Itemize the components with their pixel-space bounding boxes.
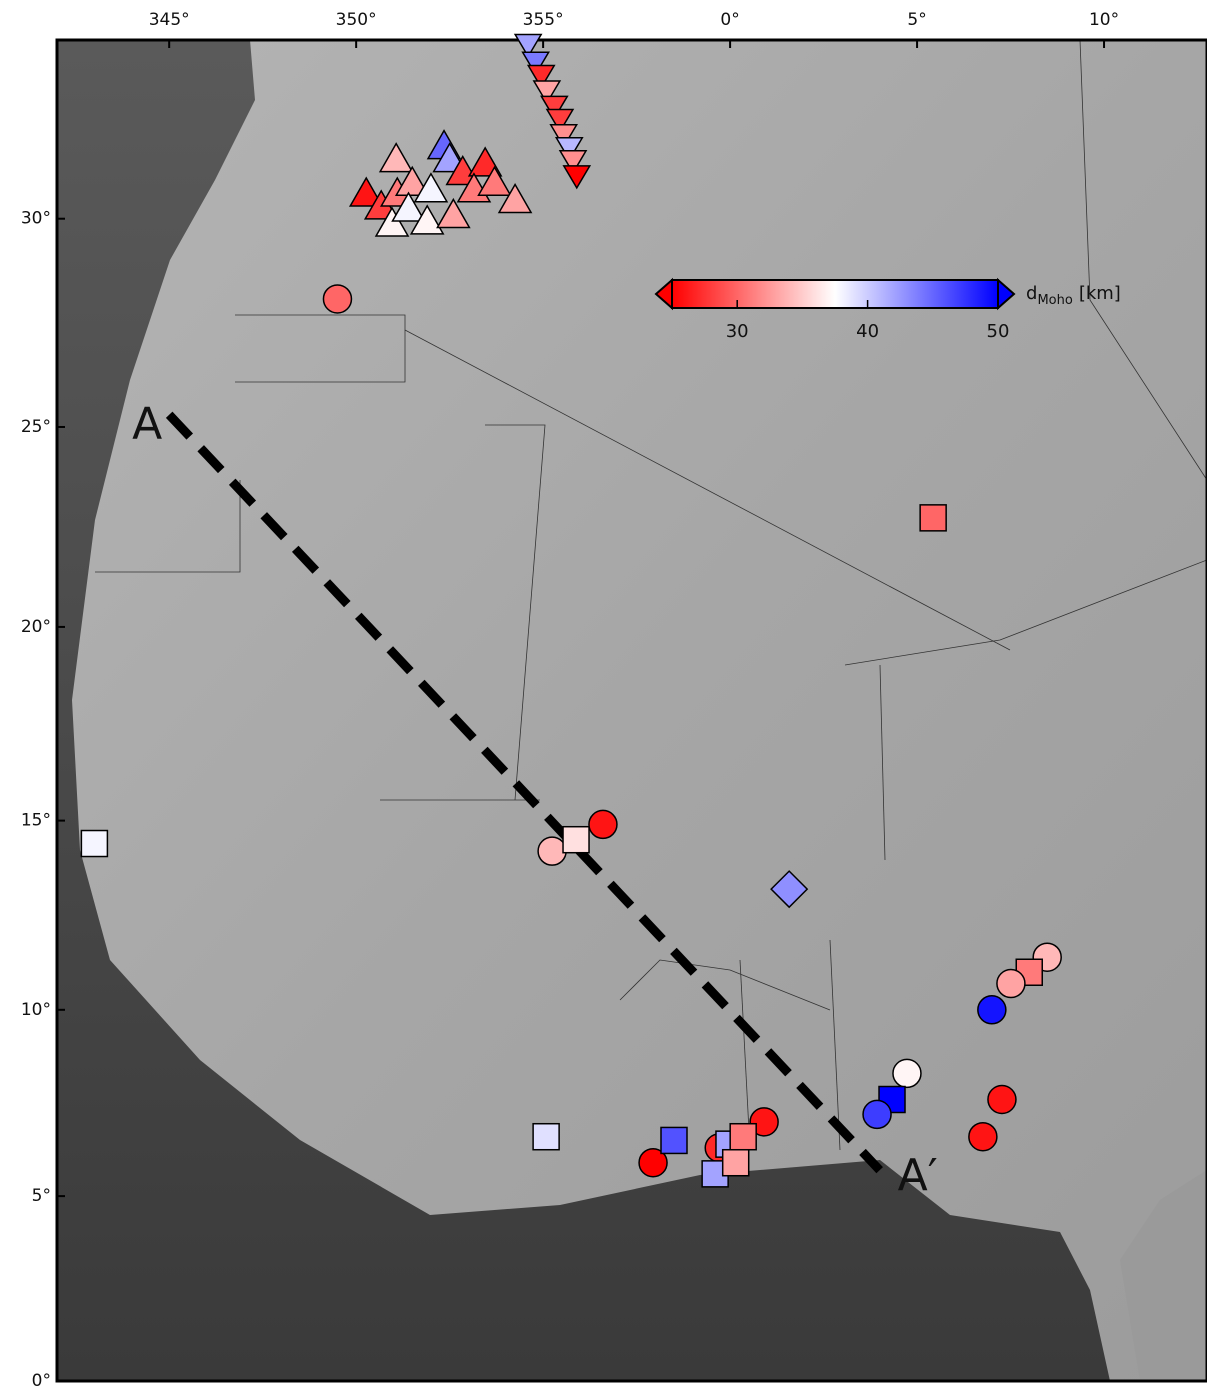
- x-tick-label: 345°: [149, 10, 190, 30]
- x-tick-label: 0°: [720, 10, 739, 30]
- station-square: [533, 1124, 559, 1150]
- station-circle: [538, 837, 566, 865]
- station-circle: [969, 1123, 997, 1151]
- y-tick-label: 0°: [32, 1371, 51, 1387]
- station-circle: [978, 996, 1006, 1024]
- colorbar-tick-label: 40: [856, 321, 879, 342]
- station-square: [81, 831, 107, 857]
- y-tick-label: 5°: [32, 1186, 51, 1206]
- x-tick-label: 5°: [907, 10, 926, 30]
- colorbar-label-unit: [km]: [1079, 283, 1121, 304]
- profile-start-label: A: [132, 399, 162, 450]
- station-square: [920, 505, 946, 531]
- colorbar-tick-label: 50: [987, 321, 1010, 342]
- x-tick-label: 350°: [336, 10, 377, 30]
- colorbar-label-main: d: [1026, 283, 1037, 304]
- station-square: [723, 1150, 749, 1176]
- station-circle: [863, 1100, 891, 1128]
- basemap: [57, 40, 1207, 1381]
- profile-end-label: A′: [898, 1150, 938, 1201]
- x-tick-label: 10°: [1089, 10, 1119, 30]
- y-tick-label: 15°: [21, 811, 51, 831]
- colorbar: [672, 280, 998, 308]
- y-tick-label: 10°: [21, 1000, 51, 1020]
- y-tick-label: 20°: [21, 617, 51, 637]
- x-tick-label: 355°: [523, 10, 564, 30]
- colorbar-label-sub: Moho: [1037, 293, 1072, 308]
- station-circle: [323, 285, 351, 313]
- station-circle: [893, 1059, 921, 1087]
- y-tick-label: 25°: [21, 417, 51, 437]
- station-circle: [997, 970, 1025, 998]
- station-circle: [988, 1086, 1016, 1114]
- map: 345° 350° 355° 0° 5° 10° 0° 5° 10° 15° 20° 25° 30° A A…: [0, 0, 1207, 1387]
- station-square: [730, 1124, 756, 1150]
- station-circle: [589, 810, 617, 838]
- page: {"chart_data": { "type": "map", "xlim": …: [0, 0, 1207, 1387]
- station-square: [563, 827, 589, 853]
- station-square: [661, 1127, 687, 1153]
- colorbar-tick-label: 30: [726, 321, 749, 342]
- y-tick-label: 30°: [21, 209, 51, 229]
